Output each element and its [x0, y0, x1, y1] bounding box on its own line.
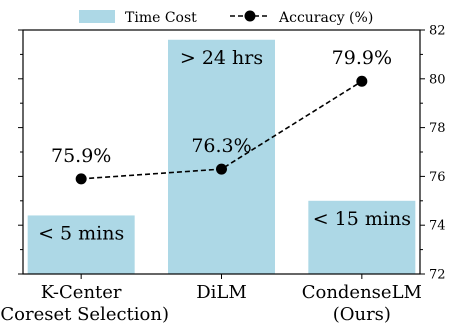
right-tick-label: 76: [429, 170, 446, 185]
right-tick-label: 78: [429, 121, 446, 136]
axes: 72 74 76 78 80 82: [18, 24, 446, 283]
x-tick-label-2-0: CondenseLM: [302, 282, 422, 303]
x-tick-label-0-1: (Coreset Selection): [0, 304, 169, 325]
legend-label-time-cost: Time Cost: [125, 10, 197, 26]
x-tick-label-2-1: (Ours): [333, 304, 391, 325]
accuracy-point-2: [356, 75, 368, 87]
accuracy-point-1: [216, 163, 227, 175]
accuracy-label-2: 79.9%: [332, 47, 392, 69]
bar-2: [308, 200, 416, 274]
bar-1: [168, 39, 275, 275]
bar-0: [27, 215, 135, 274]
x-axis-labels: K-Center(Coreset Selection) DiLM CondenseL…: [0, 282, 422, 325]
right-tick-label: 82: [429, 24, 446, 39]
bar-label-0: < 5 mins: [38, 222, 124, 244]
legend: Time Cost Accuracy (%): [79, 10, 373, 26]
legend-label-accuracy: Accuracy (%): [278, 10, 373, 26]
x-tick-label-0-0: K-Center: [41, 282, 122, 303]
bar-label-2: < 15 mins: [313, 208, 411, 230]
right-tick-label: 80: [429, 72, 446, 87]
plot-area: < 5 mins > 24 hrs < 15 mins 75.9% 76.3% 79.9%: [27, 39, 416, 275]
accuracy-label-1: 76.3%: [191, 135, 251, 157]
accuracy-label-0: 75.9%: [51, 145, 111, 167]
legend-swatch-accuracy-marker: [244, 10, 256, 22]
accuracy-point-0: [75, 173, 87, 185]
legend-swatch-time-cost: [79, 10, 115, 23]
right-tick-label: 72: [429, 268, 446, 283]
bar-label-1: > 24 hrs: [180, 47, 263, 69]
right-tick-label: 74: [429, 219, 446, 234]
x-tick-label-1-0: DiLM: [196, 282, 247, 303]
